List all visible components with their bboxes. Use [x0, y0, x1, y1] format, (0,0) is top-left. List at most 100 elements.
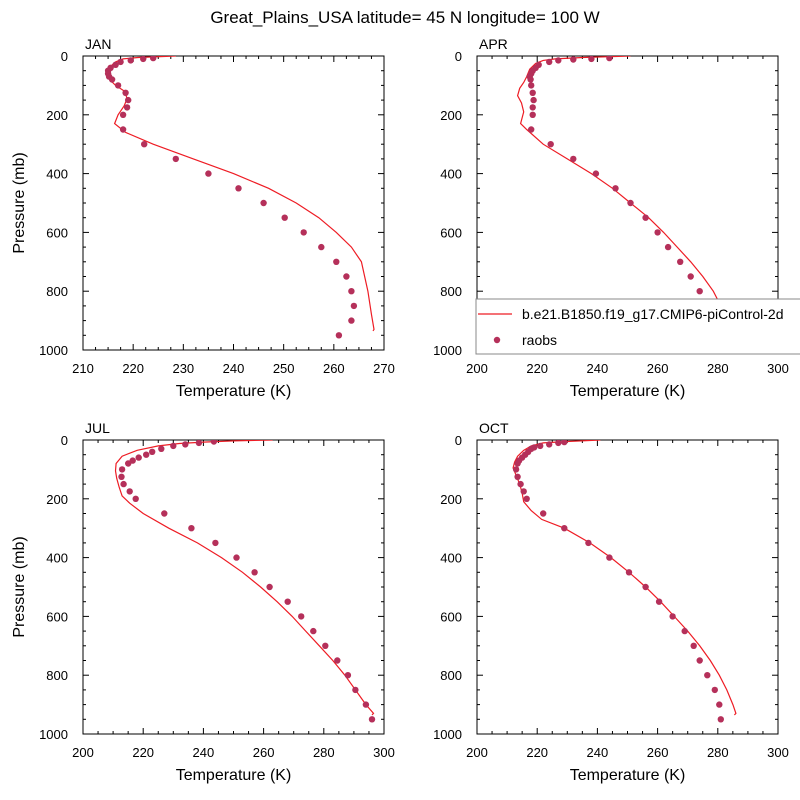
panels-group: 210 220 230 240 250 260 270 0 200 400 600 800 1000 JA…	[11, 36, 789, 784]
obs-point	[717, 716, 724, 723]
obs-point	[523, 495, 530, 502]
obs-point	[120, 480, 127, 488]
x-axis-title: Temperature (K)	[570, 767, 686, 784]
x-tick-label: 300	[767, 745, 789, 760]
y-tick-label: 400	[46, 551, 68, 566]
x-axis-title: Temperature (K)	[176, 767, 292, 784]
x-axis-title: Temperature (K)	[176, 383, 292, 400]
obs-point	[132, 495, 139, 502]
obs-point	[352, 686, 359, 694]
y-tick-label: 600	[46, 609, 68, 624]
obs-point	[546, 58, 553, 66]
obs-point	[127, 57, 134, 64]
x-tick-label: 240	[193, 745, 215, 760]
obs-point	[182, 441, 189, 448]
y-tick-label: 400	[440, 167, 462, 182]
legend-obs-label: raobs	[522, 332, 557, 348]
y-tick-label: 400	[440, 551, 462, 566]
model-line	[512, 440, 737, 716]
obs-point	[528, 82, 535, 89]
obs-point	[517, 480, 524, 488]
y-tick-label: 400	[46, 167, 68, 182]
x-tick-label: 200	[466, 361, 488, 376]
obs-point	[528, 126, 535, 133]
y-tick-label: 1000	[433, 727, 462, 742]
obs-point	[158, 445, 165, 452]
y-tick-label: 0	[455, 433, 462, 448]
plot-data	[512, 440, 737, 723]
x-tick-label: 260	[647, 361, 669, 376]
obs-point	[627, 199, 634, 207]
y-tick-label: 800	[440, 284, 462, 299]
obs-point	[514, 460, 521, 467]
obs-point	[711, 686, 718, 694]
obs-point	[530, 96, 537, 104]
obs-point	[512, 466, 520, 473]
y-tick-label: 600	[46, 225, 68, 240]
obs-point	[334, 657, 341, 664]
x-tick-label: 210	[72, 361, 94, 376]
obs-point	[205, 170, 212, 177]
obs-point	[529, 111, 536, 119]
obs-point	[108, 76, 116, 83]
obs-point	[114, 82, 122, 89]
panel-oct: 200 220 240 260 280 300 0 200 400 600 800 1000 OCT Te…	[433, 420, 789, 784]
obs-point	[570, 155, 577, 163]
plot-frame	[82, 439, 385, 735]
obs-point	[348, 317, 355, 324]
x-tick-label: 270	[373, 361, 395, 376]
obs-point	[677, 258, 684, 265]
obs-point	[529, 104, 536, 111]
y-tick-label: 800	[440, 668, 462, 683]
obs-point	[125, 460, 132, 467]
obs-point	[546, 441, 553, 448]
y-axis-title: Pressure (mb)	[11, 536, 28, 637]
plot-data	[516, 56, 731, 339]
obs-point	[335, 332, 343, 339]
obs-point	[322, 642, 329, 649]
y-tick-label: 0	[61, 49, 68, 64]
obs-point	[561, 440, 568, 446]
x-tick-label: 300	[767, 361, 789, 376]
obs-point	[172, 155, 179, 163]
legend-obs-swatch	[493, 336, 501, 344]
x-tick-label: 260	[323, 361, 345, 376]
obs-point	[135, 454, 142, 461]
obs-point	[514, 473, 521, 480]
obs-point	[233, 554, 240, 561]
y-tick-label: 200	[46, 492, 68, 507]
obs-point	[696, 657, 703, 664]
plot-data	[104, 56, 375, 339]
panel-apr: 200 220 240 260 280 300 0 200 400 600 800 1000 APR Te…	[433, 36, 789, 400]
obs-point	[300, 229, 307, 236]
obs-point	[318, 243, 325, 251]
obs-point	[642, 583, 649, 591]
obs-point	[592, 170, 600, 177]
y-tick-label: 800	[46, 668, 68, 683]
panel-label: JUL	[85, 420, 110, 436]
legend: b.e21.B1850.f19_g17.CMIP6-piControl-2d r…	[475, 298, 800, 355]
x-tick-label: 300	[373, 745, 395, 760]
obs-point	[122, 89, 129, 97]
x-tick-label: 200	[72, 745, 94, 760]
obs-point	[585, 539, 592, 547]
x-axis-title: Temperature (K)	[570, 383, 686, 400]
x-tick-label: 280	[313, 745, 335, 760]
y-axis-title: Pressure (mb)	[11, 152, 28, 253]
y-tick-label: 200	[440, 108, 462, 123]
obs-point	[555, 57, 562, 64]
obs-point	[188, 525, 195, 532]
obs-point	[170, 442, 177, 450]
plot-data	[114, 440, 376, 723]
obs-point	[126, 488, 133, 495]
y-tick-label: 1000	[39, 343, 68, 358]
obs-point	[537, 442, 544, 450]
obs-point	[119, 126, 127, 133]
obs-point	[540, 510, 547, 517]
x-tick-label: 220	[122, 361, 144, 376]
obs-point	[362, 701, 370, 708]
obs-point	[112, 61, 119, 68]
x-tick-label: 280	[707, 745, 729, 760]
legend-model-label: b.e21.B1850.f19_g17.CMIP6-piControl-2d	[522, 306, 784, 322]
x-tick-label: 240	[587, 745, 609, 760]
